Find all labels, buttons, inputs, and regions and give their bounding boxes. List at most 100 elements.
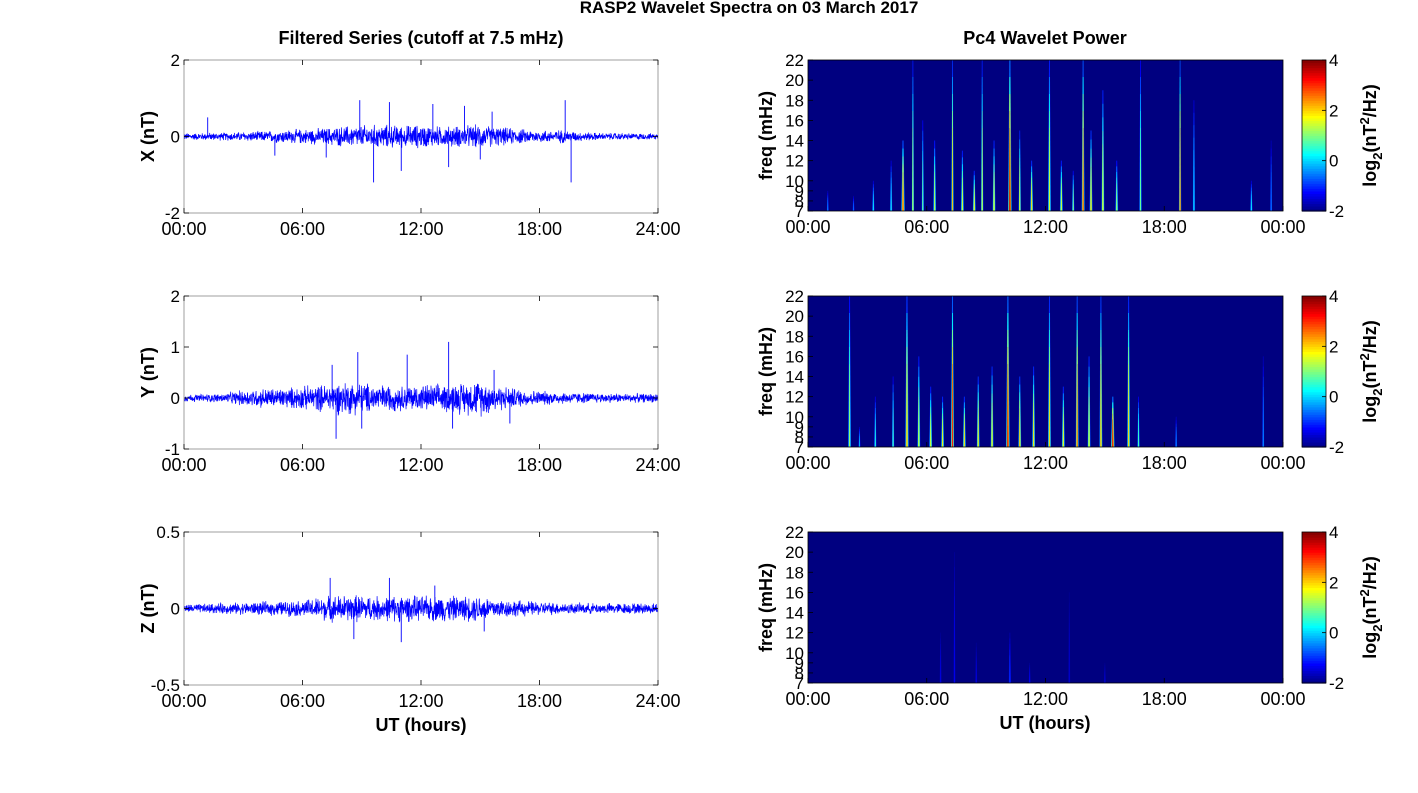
colorbar-segment (1302, 567, 1326, 571)
colorbar-segment (1302, 557, 1326, 561)
y-tick-label: 18 (785, 327, 804, 346)
x-tick-label: 06:00 (904, 689, 949, 709)
colorbar-segment (1302, 313, 1326, 317)
heatmap-burst (993, 172, 995, 211)
y-tick-label: -0.5 (151, 676, 180, 695)
colorbar-segment (1302, 542, 1326, 546)
y-tick-label: 10 (785, 408, 804, 427)
colorbar-segment (1302, 122, 1326, 127)
heatmap-burst (872, 194, 874, 211)
x-tick-label: 18:00 (1142, 689, 1187, 709)
x-tick-label: 06:00 (904, 453, 949, 473)
y-tick-label: 0.5 (156, 523, 180, 542)
colorbar-segment (1302, 421, 1326, 425)
x-tick-label: 00:00 (785, 217, 830, 237)
x-tick-label: 00:00 (161, 691, 206, 711)
colorbar-segment (1302, 620, 1326, 624)
colorbar-segment (1302, 572, 1326, 576)
colorbar-label-part: (nT (1360, 597, 1380, 625)
colorbar-label-part: 2 (1357, 117, 1372, 124)
colorbar-segment (1302, 333, 1326, 337)
colorbar-segment (1302, 426, 1326, 430)
colorbar-segment (1302, 627, 1326, 631)
heatmap-burst (1112, 419, 1114, 447)
heatmap-burst (1009, 655, 1011, 683)
colorbar-segment (1302, 75, 1326, 79)
colorbar-segment (1302, 102, 1326, 106)
y-tick-label: 16 (785, 347, 804, 366)
heatmap-burst (853, 202, 854, 211)
y-tick-label: 14 (785, 132, 804, 151)
colorbar-segment (1302, 625, 1326, 629)
colorbar-label-part: 2 (1357, 353, 1372, 360)
colorbar-segment (1302, 431, 1326, 436)
x-tick-label: 18:00 (1142, 453, 1187, 473)
heatmap-burst (892, 408, 894, 447)
x-tick-label: 06:00 (904, 217, 949, 237)
colorbar-segment (1302, 630, 1326, 634)
y-tick-label: 7 (795, 674, 804, 693)
x-tick-label: 00:00 (1260, 217, 1305, 237)
y-tick-label: 20 (785, 71, 804, 90)
series-trace-Z (184, 595, 658, 623)
colorbar-frame (1301, 295, 1327, 448)
colorbar-label: log2(nT2/Hz) (1357, 556, 1385, 658)
x-tick-label: 18:00 (1142, 217, 1187, 237)
heatmap-burst (1128, 363, 1130, 447)
colorbar-tick-label: 4 (1329, 51, 1338, 70)
line-panel-Z: 0.5 0 -0.500:00 06:00 12:00 18:00 24:00 Z (nT) (138, 523, 681, 711)
colorbar-segment (1302, 132, 1326, 137)
y-axis-label: Z (nT) (138, 584, 158, 634)
colorbar-segment (1302, 90, 1326, 94)
y-tick-label: 8 (795, 192, 804, 211)
colorbar-segment (1302, 193, 1326, 197)
heatmap-burst (930, 413, 932, 447)
heatmap-burst (890, 183, 892, 211)
colorbar-segment (1302, 155, 1326, 159)
colorbar-segment (1302, 87, 1326, 91)
colorbar-label-part: (nT (1360, 125, 1380, 153)
colorbar-segment (1302, 120, 1326, 124)
colorbar-label-part: log (1360, 160, 1380, 187)
colorbar-label: log2(nT2/Hz) (1357, 320, 1385, 422)
x-tick-label: 00:00 (161, 455, 206, 475)
y-tick-label: 14 (785, 604, 804, 623)
y-axis-label: freq (mHz) (756, 327, 776, 416)
colorbar-tick-label: 2 (1329, 101, 1338, 120)
colorbar-segment (1302, 117, 1326, 121)
colorbar-segment (1302, 436, 1326, 441)
colorbar-segment (1302, 296, 1326, 300)
y-tick-label: 9 (795, 182, 804, 201)
colorbar-segment (1302, 127, 1326, 132)
colorbar-segment (1302, 188, 1326, 192)
y-tick-label: -1 (165, 440, 180, 459)
y-tick-label: 12 (785, 388, 804, 407)
colorbar-segment (1302, 544, 1326, 548)
colorbar-segment (1302, 368, 1326, 373)
colorbar-segment (1302, 637, 1326, 641)
colorbar-segment (1302, 60, 1326, 64)
colorbar-segment (1302, 662, 1326, 666)
y-tick-label: 8 (795, 428, 804, 447)
y-tick-label: 22 (785, 51, 804, 70)
heatmap-burst (918, 397, 920, 447)
colorbar-segment (1302, 414, 1326, 418)
heatmap-burst (1175, 430, 1177, 447)
series-trace-Y (184, 383, 658, 417)
y-tick-label: 16 (785, 583, 804, 602)
colorbar-segment (1302, 95, 1326, 99)
colorbar-segment (1302, 343, 1326, 347)
colorbar-segment (1302, 318, 1326, 322)
colorbar-segment (1302, 645, 1326, 649)
colorbar-tick-label: -2 (1329, 202, 1344, 221)
colorbar-segment (1302, 381, 1326, 385)
colorbar-segment (1302, 366, 1326, 370)
line-panel-X: 2 0 -200:00 06:00 12:00 18:00 24:00 X (nT) (138, 51, 681, 239)
colorbar-segment (1302, 549, 1326, 553)
colorbar-segment (1302, 574, 1326, 578)
colorbar-tick-label: 4 (1329, 523, 1338, 542)
heatmap-burst (1193, 150, 1195, 211)
y-axis-label: X (nT) (138, 111, 158, 162)
heatmap-burst (1007, 363, 1009, 447)
x-tick-label: 18:00 (517, 219, 562, 239)
